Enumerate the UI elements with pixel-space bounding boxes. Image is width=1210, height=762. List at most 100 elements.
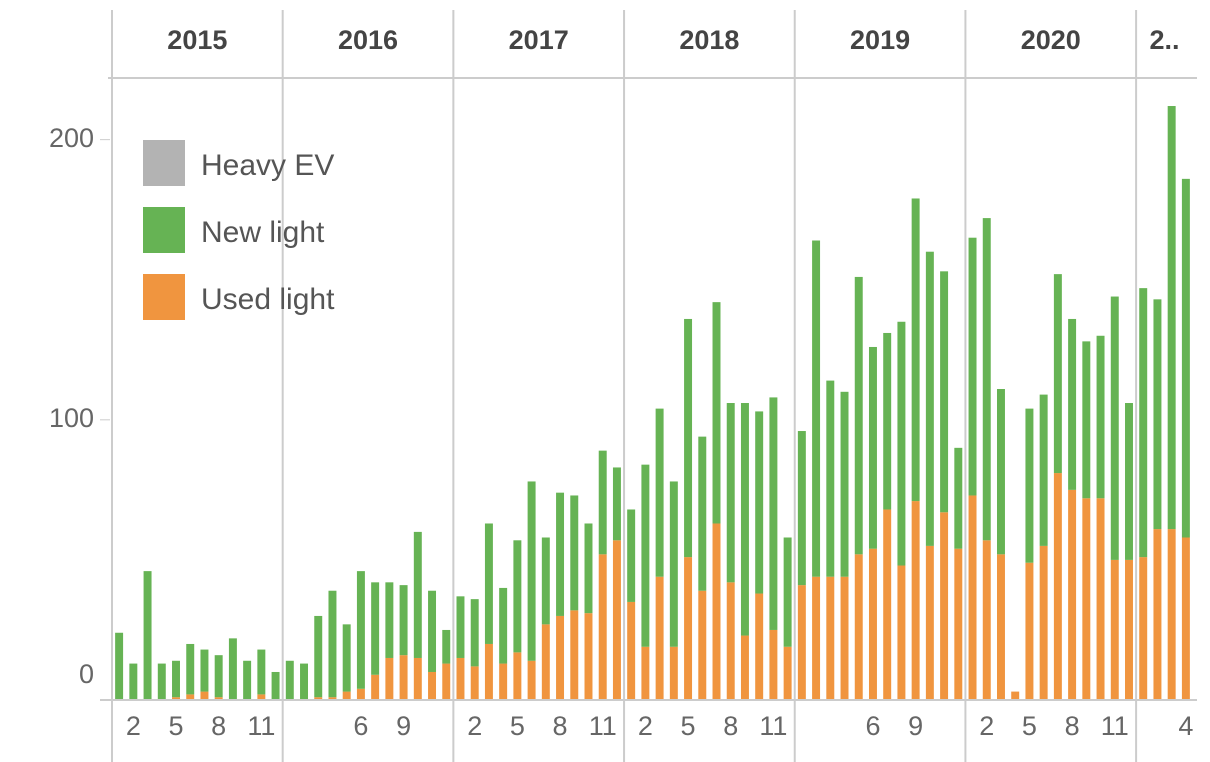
bar-segment — [812, 576, 821, 700]
bar-segment — [669, 646, 678, 700]
year-label: 2.. — [1150, 25, 1180, 55]
bar-segment — [954, 548, 963, 700]
legend-swatch — [143, 140, 185, 186]
bar-segment — [897, 565, 906, 700]
bar-segment — [698, 436, 707, 591]
bar-segment — [598, 450, 607, 555]
bar-segment — [612, 467, 621, 541]
bar-segment — [1068, 318, 1077, 490]
bar-segment — [385, 582, 394, 658]
x-tick-label: 2 — [126, 711, 141, 741]
bar-segment — [812, 240, 821, 577]
legend-label: Heavy EV — [201, 149, 334, 182]
bar-segment — [883, 332, 892, 510]
bar-segment — [442, 663, 451, 700]
bar-segment — [826, 380, 835, 577]
x-tick-label: 6 — [353, 711, 368, 741]
bar-segment — [456, 657, 465, 700]
bar-segment — [285, 660, 294, 700]
bar-segment — [1181, 178, 1190, 538]
legend-swatch — [143, 207, 185, 253]
bar-segment — [641, 464, 650, 647]
bar-segment — [570, 610, 579, 700]
bar-segment — [541, 624, 550, 700]
bar-segment — [840, 576, 849, 700]
year-label: 2017 — [509, 25, 569, 55]
bar-segment — [1096, 335, 1105, 499]
bar-segment — [1167, 106, 1176, 530]
bar-segment — [925, 251, 934, 546]
bar-segment — [214, 655, 223, 698]
bar-segment — [1110, 296, 1119, 560]
bar-segment — [1039, 394, 1048, 546]
bar-segment — [527, 660, 536, 700]
bar-segment — [726, 403, 735, 583]
x-tick-label: 5 — [510, 711, 525, 741]
year-label: 2018 — [679, 25, 739, 55]
x-tick-label: 11 — [1101, 711, 1129, 741]
y-tick-label: 200 — [49, 123, 94, 153]
legend-swatch — [143, 274, 185, 320]
x-tick-label: 8 — [1065, 711, 1080, 741]
bar-segment — [1025, 562, 1034, 700]
bar-segment — [1125, 559, 1133, 700]
bar-segment — [513, 652, 522, 700]
bar-segment — [499, 587, 508, 664]
bar-segment — [499, 663, 508, 700]
bar-segment — [342, 691, 351, 700]
bar-segment — [1082, 341, 1091, 499]
bar-segment — [328, 590, 337, 698]
bar-segment — [1039, 545, 1048, 700]
x-tick-label: 11 — [589, 711, 617, 741]
bar-segment — [854, 554, 863, 700]
bar-segment — [797, 431, 806, 586]
bar-segment — [940, 271, 949, 513]
bar-segment — [314, 697, 323, 700]
bar-segment — [755, 593, 764, 700]
bar-segment — [712, 302, 721, 524]
bar-segment — [868, 548, 877, 700]
bar-segment — [996, 389, 1005, 555]
bar-segment — [186, 694, 195, 700]
bar-segment — [1139, 557, 1148, 700]
x-tick-label: 9 — [908, 711, 923, 741]
bar-segment — [243, 660, 252, 700]
x-tick-label: 5 — [168, 711, 183, 741]
bar-segment — [314, 615, 323, 698]
bar-segment — [925, 545, 934, 700]
bar-segment — [797, 585, 806, 700]
bar-segment — [1153, 299, 1162, 530]
bar-segment — [982, 540, 991, 700]
bar-segment — [684, 318, 693, 558]
y-tick-label: 0 — [79, 659, 94, 689]
x-tick-label: 2 — [638, 711, 653, 741]
bar-segment — [470, 666, 479, 700]
bar-segment — [1139, 288, 1148, 558]
x-tick-label: 8 — [553, 711, 568, 741]
bar-segment — [968, 495, 977, 700]
bar-segment — [698, 590, 707, 700]
bar-segment — [641, 646, 650, 700]
bar-segment — [769, 629, 778, 700]
bar-segment — [413, 657, 422, 700]
bar-segment — [868, 346, 877, 549]
bar-segment — [428, 671, 437, 700]
year-label: 2015 — [167, 25, 227, 55]
bar-segment — [726, 582, 735, 700]
bar-segment — [954, 447, 963, 549]
bar-segment — [584, 613, 593, 700]
bar-segment — [783, 537, 792, 647]
year-label: 2020 — [1021, 25, 1081, 55]
bar-segment — [271, 671, 280, 700]
bar-segment — [385, 657, 394, 700]
bar-segment — [612, 540, 621, 700]
x-tick-label: 5 — [681, 711, 696, 741]
bar-segment — [157, 663, 166, 700]
bar-segment — [840, 391, 849, 577]
x-tick-label: 2 — [979, 711, 994, 741]
bar-segment — [513, 540, 522, 653]
bar-segment — [428, 590, 437, 672]
bar-segment — [854, 276, 863, 555]
bar-segment — [740, 635, 749, 700]
